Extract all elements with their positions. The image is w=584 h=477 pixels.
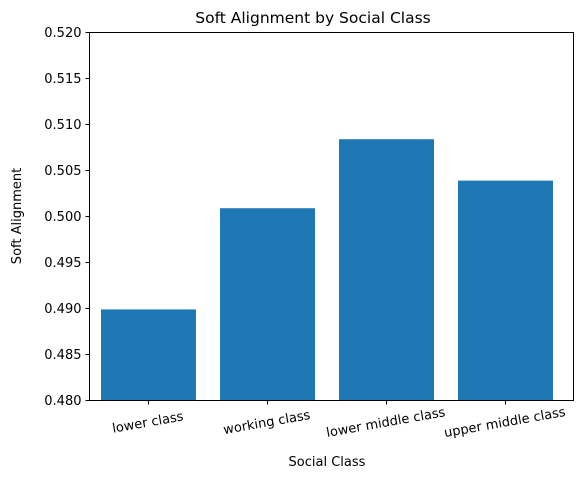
y-axis-title: Soft Alignment — [10, 168, 25, 264]
y-tick-label: 0.520 — [44, 26, 81, 41]
y-tick-label: 0.505 — [44, 164, 81, 179]
bar-upper-middle-class — [458, 180, 553, 401]
x-axis: lower class working class lower middle cla… — [111, 400, 567, 441]
y-tick-label: 0.485 — [44, 348, 81, 363]
y-tick-label: 0.510 — [44, 118, 81, 133]
chart-title: Soft Alignment by Social Class — [195, 9, 430, 27]
y-tick-label: 0.480 — [44, 394, 81, 409]
x-tick-label: lower class — [111, 409, 185, 436]
y-tick-label: 0.490 — [44, 302, 81, 317]
y-tick-label: 0.495 — [44, 256, 81, 271]
x-tick-label: upper middle class — [443, 405, 567, 441]
y-tick-label: 0.500 — [44, 210, 81, 225]
x-axis-title: Social Class — [289, 455, 366, 470]
bars-group — [101, 139, 553, 401]
y-axis: 0.480 0.485 0.490 0.495 0.500 0.505 0.510 0.515… — [44, 26, 90, 409]
y-tick-label: 0.515 — [44, 72, 81, 87]
x-tick-label: working class — [222, 408, 311, 438]
x-tick-label: lower middle class — [325, 405, 446, 441]
bar-lower-middle-class — [339, 139, 434, 401]
bar-lower-class — [101, 309, 196, 401]
bar-working-class — [220, 208, 315, 401]
